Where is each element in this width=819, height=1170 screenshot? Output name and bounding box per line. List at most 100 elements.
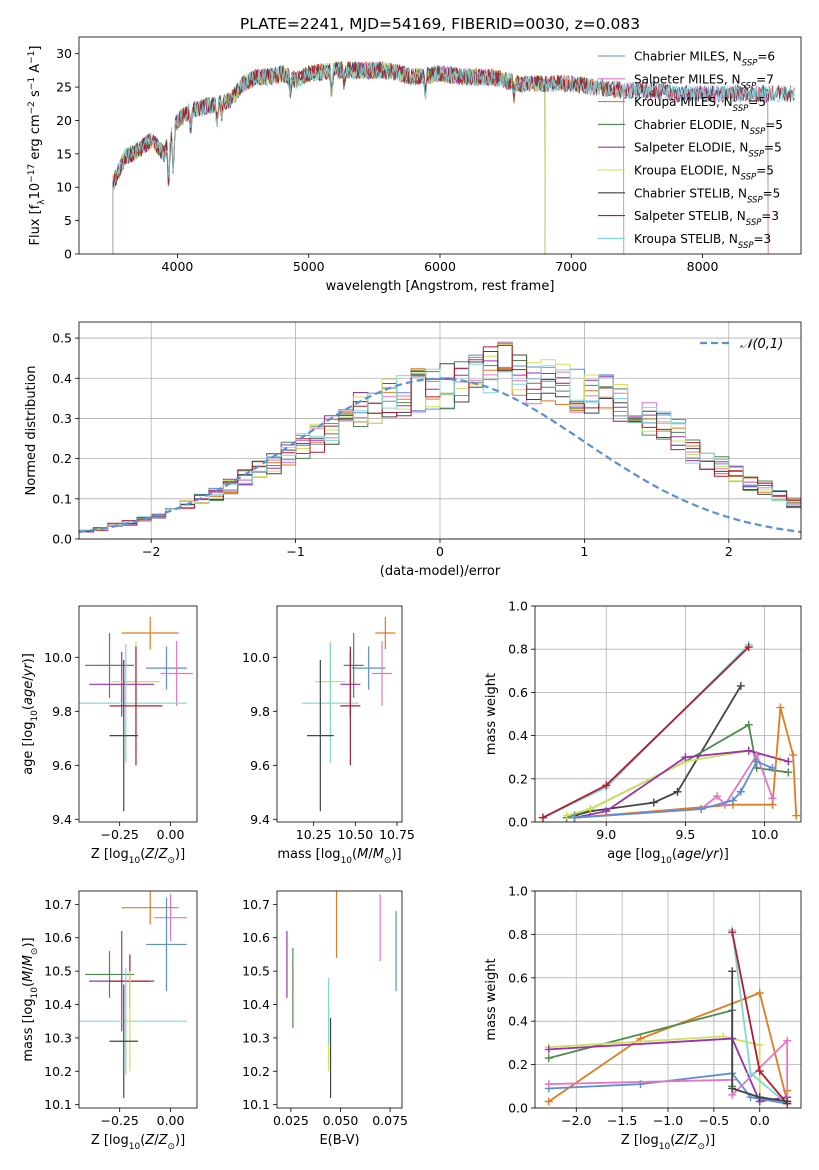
y-tick-label: 0.6 [508, 970, 528, 985]
weight-marker [673, 787, 682, 796]
y-tick-label: 10.2 [242, 1064, 270, 1079]
y-tick-label: 10.7 [242, 897, 270, 912]
weight-marker [768, 764, 777, 772]
axes-frame [78, 890, 198, 1109]
y-tick-label: 0.2 [508, 771, 528, 786]
plot-area [79, 616, 193, 812]
x-tick-label: −2 [142, 544, 160, 559]
x-tick-label: 0.00 [157, 1113, 185, 1128]
weight-marker [713, 792, 722, 801]
legend-entry: Salpeter STELIB, NSSP=3 [634, 209, 779, 228]
x-axis-label: Z [log10(Z/Z⊙)] [91, 1133, 185, 1152]
y-tick-label: 10.5 [242, 964, 270, 979]
panel-mass-vs-EBV: 0.025 0.050 0.075 10.1 10.2 10.3 10.4 10.5 10.6 1… [242, 890, 408, 1148]
spectrum-line [112, 61, 625, 254]
weight-marker [562, 811, 571, 820]
panel-mass-vs-Z: −0.25 0.00 10.1 10.2 10.3 10.4 10.5 10.6 10.7 Z [… [21, 890, 198, 1152]
weight-marker [744, 720, 753, 729]
panel-age-vs-Z: −0.25 0.00 9.4 9.6 9.8 10.0 Z [log10(Z/Z⊙)] age… [21, 605, 198, 866]
weight-marker [649, 798, 658, 807]
legend-entry: Salpeter ELODIE, NSSP=5 [634, 141, 782, 160]
x-tick-label: 0.00 [157, 827, 185, 842]
weight-marker [736, 787, 745, 796]
y-tick-label: 10.0 [44, 650, 72, 665]
histogram-step [79, 363, 801, 539]
y-axis-label: mass weight [484, 673, 499, 755]
x-tick-label: 0.0 [750, 1113, 770, 1128]
axes-frame [276, 890, 403, 1109]
weight-marker [544, 1080, 553, 1089]
y-tick-label: 10.4 [242, 997, 270, 1012]
weight-marker [728, 1084, 737, 1093]
y-tick-label: 9.8 [52, 704, 72, 719]
y-tick-label: 0.5 [52, 331, 72, 346]
x-tick-label: 0 [436, 544, 444, 559]
x-tick-label: 9.5 [675, 827, 695, 842]
y-tick-label: 0 [64, 247, 72, 262]
panel-age-vs-mass: 10.25 10.50 10.75 9.4 9.6 9.8 10.0 mass [log10(… [242, 605, 415, 866]
weight-marker [789, 751, 798, 760]
weight-line [566, 749, 781, 817]
y-tick-label: 9.6 [52, 758, 72, 773]
y-tick-label: 0.1 [52, 491, 72, 506]
histogram-step [79, 359, 801, 539]
y-tick-label: 10.3 [242, 1030, 270, 1045]
weight-marker [755, 1067, 764, 1076]
y-tick-label: 10.6 [242, 930, 270, 945]
y-tick-label: 0.4 [52, 371, 72, 386]
legend-entry: 𝒩(0,1) [740, 337, 783, 352]
x-axis-label: E(B-V) [319, 1133, 359, 1148]
y-tick-label: 0.0 [508, 1101, 528, 1116]
panel-mass-weight-vs-Z: −2.0 −1.5 −1.0 −0.5 0.0 0.0 0.2 0.4 0.6 0.8 1.0 Z [… [484, 884, 802, 1152]
y-tick-label: 9.8 [250, 704, 270, 719]
weight-marker [744, 643, 753, 652]
y-tick-label: 20 [56, 113, 72, 128]
plot-area [112, 60, 795, 254]
x-tick-label: 7000 [555, 259, 587, 274]
weight-marker [736, 681, 745, 690]
y-axis-label: mass [log10(M/M⊙)] [21, 937, 40, 1061]
legend-entry: Kroupa STELIB, NSSP=3 [634, 232, 771, 251]
weight-marker [570, 813, 579, 822]
weight-marker [784, 768, 793, 777]
x-tick-label: 10.75 [379, 827, 415, 842]
y-tick-label: 1.0 [508, 599, 528, 614]
axes-frame [276, 605, 403, 823]
weight-line [574, 760, 773, 819]
y-tick-label: 10.2 [44, 1064, 72, 1079]
plot-area [79, 341, 801, 539]
weight-marker [755, 988, 764, 997]
weight-marker [602, 807, 611, 816]
y-tick-label: 10.1 [242, 1097, 270, 1112]
weight-marker [768, 794, 777, 803]
weight-marker [752, 757, 761, 766]
legend-entry: Chabrier MILES, NSSP=6 [634, 50, 775, 69]
weight-marker [697, 805, 706, 814]
histogram-step [79, 356, 801, 539]
panel-residuals: −2 −1 0 1 2 0.0 0.1 0.2 0.3 0.4 0.5 (data-model)/er… [24, 321, 802, 579]
weight-line [548, 1035, 761, 1098]
axes-frame [78, 605, 198, 823]
weight-marker [544, 1097, 553, 1106]
y-tick-label: 1.0 [508, 884, 528, 899]
legend: Chabrier MILES, NSSP=6 Salpeter MILES, NS… [598, 50, 783, 251]
weight-marker [728, 796, 737, 805]
x-tick-label: −2.0 [561, 1113, 591, 1128]
y-axis-label: Normed distribution [24, 366, 39, 496]
x-tick-label: −0.25 [101, 1113, 139, 1128]
x-axis-label: (data-model)/error [380, 564, 501, 579]
gaussian-curve [79, 377, 801, 534]
legend-entry: Chabrier ELODIE, NSSP=5 [634, 118, 783, 137]
spectrum-line [112, 61, 769, 254]
x-tick-label: −1.5 [607, 1113, 637, 1128]
y-tick-label: 0.3 [52, 411, 72, 426]
y-tick-label: 10.1 [44, 1097, 72, 1112]
weight-marker [538, 813, 547, 822]
x-tick-label: 2 [725, 544, 733, 559]
y-tick-label: 0.8 [508, 642, 528, 657]
weight-marker [544, 1054, 553, 1063]
x-tick-label: −1.0 [653, 1113, 683, 1128]
x-tick-label: 1 [580, 544, 588, 559]
x-axis-label: wavelength [Angstrom, rest frame] [326, 279, 555, 294]
spectrum-line [112, 61, 546, 254]
